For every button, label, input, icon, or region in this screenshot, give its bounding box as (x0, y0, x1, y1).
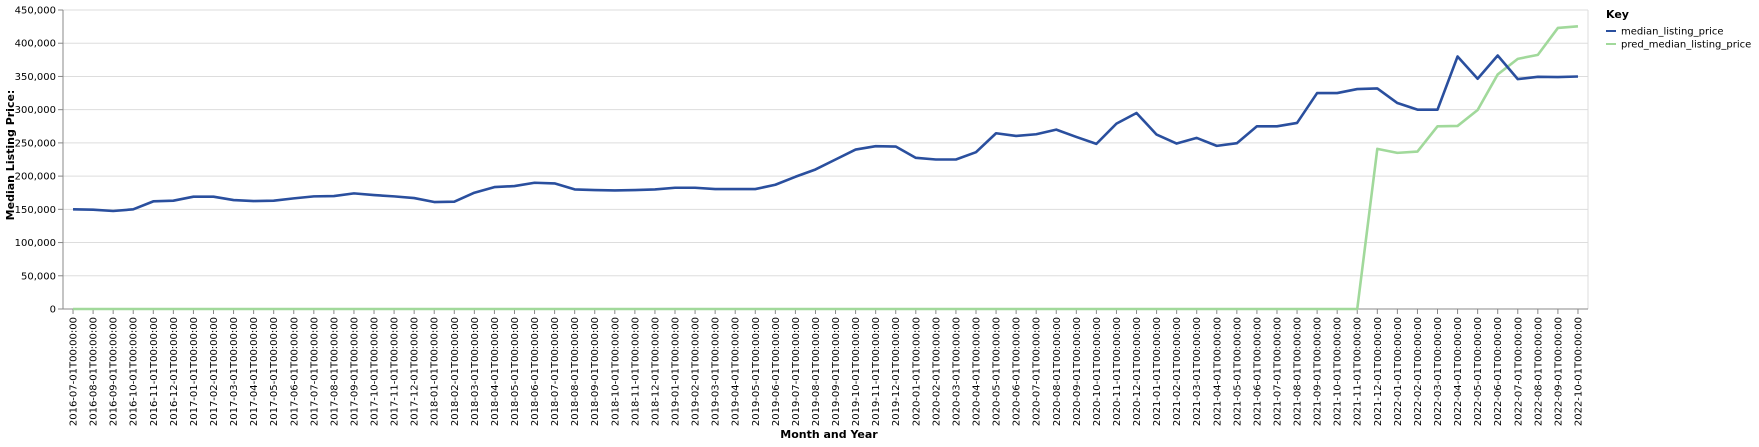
y-axis-title: Median Listing Price: (4, 90, 17, 221)
y-axis: 0 50,000 100,000 150,000 200,000 250,000 300,0… (15, 6, 64, 316)
x-tick-label: 2020-02-01T00:00:00 (931, 317, 942, 426)
x-tick-label: 2017-01-01T00:00:00 (189, 317, 200, 426)
series-line-pred_median_listing_price (73, 24, 1579, 311)
x-tick-label: 2021-03-01T00:00:00 (1192, 317, 1203, 426)
x-tick-label: 2019-01-01T00:00:00 (671, 317, 682, 426)
x-tick-label: 2021-05-01T00:00:00 (1232, 317, 1243, 426)
x-tick-label: 2018-09-01T00:00:00 (590, 317, 601, 426)
x-tick-label: 2017-04-01T00:00:00 (249, 317, 260, 426)
x-tick-label: 2020-05-01T00:00:00 (992, 317, 1003, 426)
grid-lines (63, 9, 1589, 310)
x-tick-label: 2016-11-01T00:00:00 (149, 317, 160, 426)
x-tick-label: 2017-02-01T00:00:00 (209, 317, 220, 426)
x-tick-label: 2022-08-01T00:00:00 (1533, 317, 1544, 426)
y-tick-label: 50,000 (21, 271, 56, 282)
x-tick-label: 2020-11-01T00:00:00 (1112, 317, 1123, 426)
x-tick-label: 2021-06-01T00:00:00 (1252, 317, 1263, 426)
x-tick-label: 2020-03-01T00:00:00 (951, 317, 962, 426)
legend: Key median_listing_price pred_median_list… (1606, 8, 1751, 51)
y-tick-label: 100,000 (15, 238, 56, 249)
x-axis-title: Month and Year (780, 428, 878, 441)
x-tick-label: 2022-04-01T00:00:00 (1453, 317, 1464, 426)
x-tick-label: 2019-03-01T00:00:00 (711, 317, 722, 426)
legend-label: median_listing_price (1621, 27, 1724, 38)
x-tick-label: 2018-07-01T00:00:00 (550, 317, 561, 426)
x-tick-label: 2016-12-01T00:00:00 (169, 317, 180, 426)
x-axis: 2016-07-01T00:00:00 2016-08-01T00:00:00 20… (63, 308, 1588, 426)
y-tick-label: 400,000 (15, 39, 56, 50)
x-tick-label: 2022-06-01T00:00:00 (1493, 317, 1504, 426)
x-tick-label: 2021-08-01T00:00:00 (1293, 317, 1304, 426)
x-tick-label: 2018-11-01T00:00:00 (630, 317, 641, 426)
legend-title: Key (1606, 8, 1629, 21)
x-tick-label: 2019-02-01T00:00:00 (691, 317, 702, 426)
x-tick-label: 2017-08-01T00:00:00 (329, 317, 340, 426)
x-tick-label: 2021-10-01T00:00:00 (1333, 317, 1344, 426)
x-tick-label: 2020-10-01T00:00:00 (1092, 317, 1103, 426)
y-tick-label: 150,000 (15, 205, 56, 216)
series-line-median_listing_price (73, 54, 1579, 213)
series-lines (73, 24, 1579, 311)
x-tick-label: 2018-02-01T00:00:00 (450, 317, 461, 426)
x-tick-label: 2022-10-01T00:00:00 (1573, 317, 1584, 426)
x-tick-label: 2020-08-01T00:00:00 (1052, 317, 1063, 426)
x-tick-label: 2016-10-01T00:00:00 (129, 317, 140, 426)
x-tick-label: 2019-07-01T00:00:00 (791, 317, 802, 426)
x-tick-label: 2018-12-01T00:00:00 (650, 317, 661, 426)
y-tick-label: 450,000 (15, 6, 56, 17)
x-tick-label: 2018-06-01T00:00:00 (530, 317, 541, 426)
y-tick-label: 250,000 (15, 138, 56, 149)
x-tick-label: 2022-01-01T00:00:00 (1393, 317, 1404, 426)
x-tick-label: 2019-10-01T00:00:00 (851, 317, 862, 426)
y-tick-label: 300,000 (15, 105, 56, 116)
x-tick-label: 2022-03-01T00:00:00 (1433, 317, 1444, 426)
x-tick-label: 2017-03-01T00:00:00 (229, 317, 240, 426)
x-tick-label: 2018-03-01T00:00:00 (470, 317, 481, 426)
x-tick-label: 2019-12-01T00:00:00 (891, 317, 902, 426)
y-tick-label: 0 (50, 305, 56, 316)
x-tick-label: 2018-05-01T00:00:00 (510, 317, 521, 426)
x-tick-label: 2021-11-01T00:00:00 (1353, 317, 1364, 426)
x-tick-label: 2018-10-01T00:00:00 (610, 317, 621, 426)
x-tick-label: 2018-04-01T00:00:00 (490, 317, 501, 426)
x-tick-label: 2020-09-01T00:00:00 (1072, 317, 1083, 426)
x-tick-label: 2019-09-01T00:00:00 (831, 317, 842, 426)
x-tick-label: 2021-01-01T00:00:00 (1152, 317, 1163, 426)
x-tick-label: 2016-09-01T00:00:00 (109, 317, 120, 426)
x-tick-label: 2019-08-01T00:00:00 (811, 317, 822, 426)
x-tick-label: 2020-12-01T00:00:00 (1132, 317, 1143, 426)
x-tick-label: 2022-09-01T00:00:00 (1553, 317, 1564, 426)
x-tick-label: 2017-11-01T00:00:00 (390, 317, 401, 426)
x-tick-label: 2020-01-01T00:00:00 (911, 317, 922, 426)
x-tick-label: 2019-05-01T00:00:00 (751, 317, 762, 426)
x-tick-label: 2021-09-01T00:00:00 (1313, 317, 1324, 426)
x-tick-label: 2020-06-01T00:00:00 (1012, 317, 1023, 426)
x-tick-label: 2021-12-01T00:00:00 (1373, 317, 1384, 426)
x-tick-label: 2018-01-01T00:00:00 (430, 317, 441, 426)
x-tick-label: 2018-08-01T00:00:00 (570, 317, 581, 426)
x-tick-label: 2021-07-01T00:00:00 (1272, 317, 1283, 426)
x-tick-label: 2017-07-01T00:00:00 (309, 317, 320, 426)
x-tick-label: 2021-02-01T00:00:00 (1172, 317, 1183, 426)
x-tick-label: 2017-12-01T00:00:00 (410, 317, 421, 426)
legend-label: pred_median_listing_price (1621, 40, 1751, 51)
x-tick-label: 2017-06-01T00:00:00 (289, 317, 300, 426)
x-tick-label: 2019-04-01T00:00:00 (731, 317, 742, 426)
x-tick-label: 2021-04-01T00:00:00 (1212, 317, 1223, 426)
x-tick-label: 2017-05-01T00:00:00 (269, 317, 280, 426)
x-tick-label: 2017-09-01T00:00:00 (349, 317, 360, 426)
x-tick-label: 2022-07-01T00:00:00 (1513, 317, 1524, 426)
x-tick-label: 2016-08-01T00:00:00 (89, 317, 100, 426)
y-tick-label: 350,000 (15, 72, 56, 83)
x-tick-label: 2022-05-01T00:00:00 (1473, 317, 1484, 426)
x-tick-label: 2016-07-01T00:00:00 (69, 317, 80, 426)
x-tick-label: 2017-10-01T00:00:00 (370, 317, 381, 426)
y-tick-label: 200,000 (15, 172, 56, 183)
x-tick-label: 2019-06-01T00:00:00 (771, 317, 782, 426)
x-tick-label: 2020-07-01T00:00:00 (1032, 317, 1043, 426)
x-tick-label: 2022-02-01T00:00:00 (1413, 317, 1424, 426)
x-tick-label: 2020-04-01T00:00:00 (971, 317, 982, 426)
x-tick-label: 2019-11-01T00:00:00 (871, 317, 882, 426)
